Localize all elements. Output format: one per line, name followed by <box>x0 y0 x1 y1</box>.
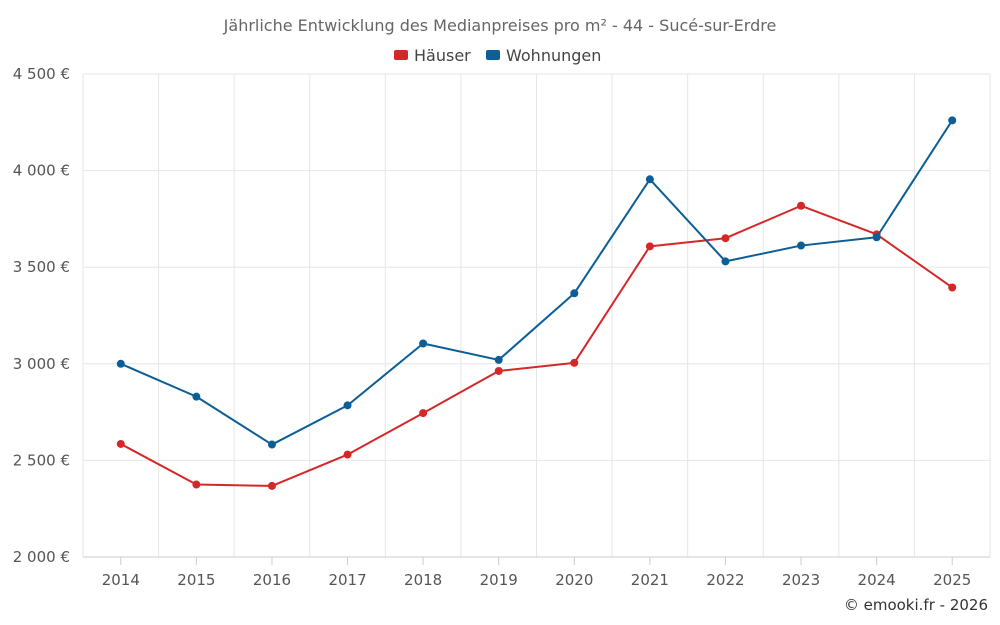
legend-label-wohnungen: Wohnungen <box>506 46 601 65</box>
series-line-haeuser <box>120 204 953 487</box>
data-point-haeuser <box>645 242 654 251</box>
x-tick-label: 2019 <box>480 571 518 589</box>
series-line-wohnungen <box>120 119 954 446</box>
data-point-wohnungen <box>419 339 428 348</box>
data-point-haeuser <box>948 283 957 292</box>
data-point-haeuser <box>343 450 352 459</box>
x-axis: 2014 2015 2016 2017 2018 2019 2020 2021 2022 2023… <box>102 557 971 589</box>
x-tick-label: 2022 <box>706 571 744 589</box>
y-tick-label: 4 000 € <box>13 162 70 180</box>
data-point-wohnungen <box>570 289 579 298</box>
data-point-wohnungen <box>721 257 730 266</box>
data-point-haeuser <box>721 234 730 243</box>
legend: Häuser Wohnungen <box>394 46 601 65</box>
data-point-wohnungen <box>267 440 276 449</box>
y-tick-label: 2 500 € <box>13 451 70 469</box>
x-tick-label: 2015 <box>177 571 215 589</box>
x-tick-label: 2014 <box>102 571 140 589</box>
x-tick-label: 2020 <box>555 571 593 589</box>
data-point-haeuser <box>494 366 503 375</box>
y-tick-label: 2 000 € <box>13 548 70 566</box>
gridlines <box>82 73 991 558</box>
data-point-wohnungen <box>797 241 806 250</box>
data-point-haeuser <box>419 409 428 418</box>
x-tick-label: 2023 <box>782 571 820 589</box>
data-point-wohnungen <box>645 175 654 184</box>
data-point-wohnungen <box>948 116 957 125</box>
x-tick-label: 2016 <box>253 571 291 589</box>
x-tick-label: 2017 <box>328 571 366 589</box>
y-tick-label: 3 000 € <box>13 355 70 373</box>
x-tick-label: 2025 <box>933 571 971 589</box>
data-point-wohnungen <box>116 359 125 368</box>
legend-swatch-haeuser <box>394 50 408 60</box>
data-point-haeuser <box>570 358 579 367</box>
data-point-wohnungen <box>192 392 201 401</box>
credit-text: © emooki.fr - 2026 <box>844 596 988 614</box>
data-point-wohnungen <box>494 355 503 364</box>
y-axis: 2 000 € 2 500 € 3 000 € 3 500 € 4 000 € 4 500… <box>13 65 70 566</box>
data-point-haeuser <box>192 480 201 489</box>
chart-title: Jährliche Entwicklung des Medianpreises … <box>223 16 777 35</box>
series-group <box>116 116 957 490</box>
y-tick-label: 4 500 € <box>13 65 70 83</box>
data-point-wohnungen <box>872 233 881 242</box>
legend-label-haeuser: Häuser <box>414 46 471 65</box>
y-tick-label: 3 500 € <box>13 258 70 276</box>
data-point-haeuser <box>116 439 125 448</box>
data-point-haeuser <box>267 481 276 490</box>
x-tick-label: 2021 <box>631 571 669 589</box>
data-point-wohnungen <box>343 401 352 410</box>
legend-swatch-wohnungen <box>486 50 500 60</box>
data-point-haeuser <box>797 201 806 210</box>
x-tick-label: 2024 <box>858 571 896 589</box>
x-tick-label: 2018 <box>404 571 442 589</box>
